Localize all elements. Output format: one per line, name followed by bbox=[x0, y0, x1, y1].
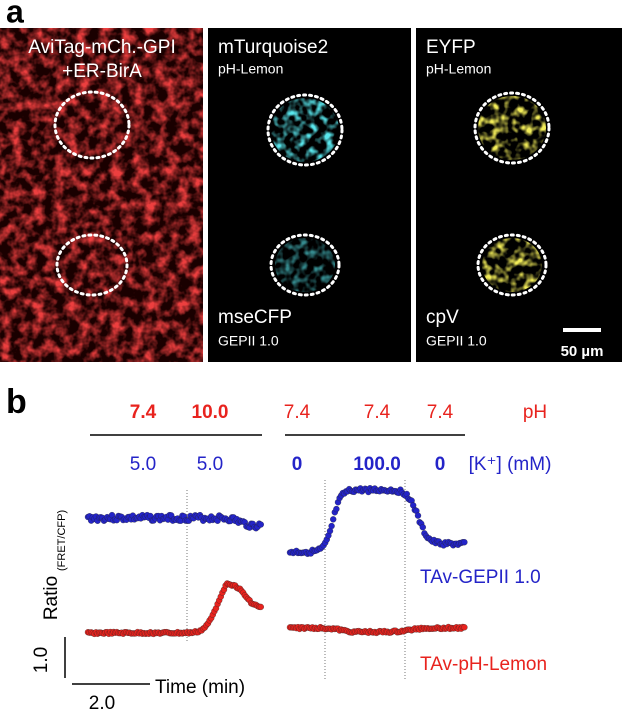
k-value: 0 bbox=[435, 454, 446, 475]
y-label-group: Ratio (FRET/CFP) bbox=[41, 510, 68, 620]
y-scale-label: 1.0 bbox=[31, 647, 52, 673]
k-value: 5.0 bbox=[130, 454, 156, 475]
panel-label: b bbox=[6, 383, 27, 421]
image-title: cpV bbox=[426, 307, 459, 328]
trace-point bbox=[257, 603, 264, 611]
trace-point bbox=[419, 524, 426, 531]
image-texture bbox=[0, 28, 203, 362]
trace-point bbox=[333, 505, 340, 513]
image-subtitle: pH-Lemon bbox=[426, 61, 491, 77]
series-label: TAv-pH-Lemon bbox=[420, 654, 547, 675]
series-label: TAv-GEPII 1.0 bbox=[420, 567, 541, 588]
ph-value: 7.4 bbox=[364, 402, 391, 423]
image-title: AviTag-mCh.-GPI bbox=[28, 37, 175, 58]
x-label: Time (min) bbox=[155, 677, 245, 698]
x-scale-label: 2.0 bbox=[89, 693, 115, 714]
row-label: pH bbox=[523, 402, 547, 423]
trace-point bbox=[414, 512, 422, 519]
ph-value: 7.4 bbox=[427, 402, 454, 423]
trace-point bbox=[328, 522, 335, 530]
image-title: mTurquoise2 bbox=[218, 37, 328, 58]
image-title: mseCFP bbox=[218, 307, 292, 328]
image-texture bbox=[271, 98, 339, 162]
image-background bbox=[208, 28, 411, 362]
ph-value: 7.4 bbox=[130, 402, 157, 423]
ph-value: 10.0 bbox=[192, 402, 229, 423]
k-value: 5.0 bbox=[197, 454, 223, 475]
k-value: 0 bbox=[292, 454, 303, 475]
roi-circle bbox=[266, 93, 344, 167]
image-texture bbox=[275, 238, 335, 292]
image-subtitle: pH-Lemon bbox=[218, 61, 283, 77]
roi-circle bbox=[55, 233, 129, 297]
roi-circle bbox=[476, 233, 548, 297]
image-title: +ER-BirA bbox=[62, 61, 142, 82]
trace-point bbox=[461, 624, 468, 631]
image-texture bbox=[478, 96, 546, 160]
image-texture bbox=[482, 238, 542, 292]
image-background bbox=[416, 28, 622, 362]
ph-value: 7.4 bbox=[284, 402, 311, 423]
image-subtitle: GEPII 1.0 bbox=[426, 333, 487, 349]
scale-bar-label: 50 µm bbox=[561, 343, 604, 360]
roi-circle bbox=[53, 90, 131, 160]
row-label: [K⁺] (mM) bbox=[469, 454, 552, 475]
k-value: 100.0 bbox=[353, 454, 401, 475]
image-title: EYFP bbox=[426, 37, 476, 58]
roi-circle bbox=[473, 91, 551, 165]
roi-circle bbox=[269, 233, 341, 297]
image-subtitle: GEPII 1.0 bbox=[218, 333, 279, 349]
trace-point bbox=[461, 539, 468, 546]
trace-point bbox=[257, 521, 264, 528]
trace-point bbox=[330, 516, 337, 523]
y-label: Ratio bbox=[41, 576, 62, 620]
y-label-sub: (FRET/CFP) bbox=[56, 510, 68, 571]
panel-label: a bbox=[6, 0, 24, 29]
